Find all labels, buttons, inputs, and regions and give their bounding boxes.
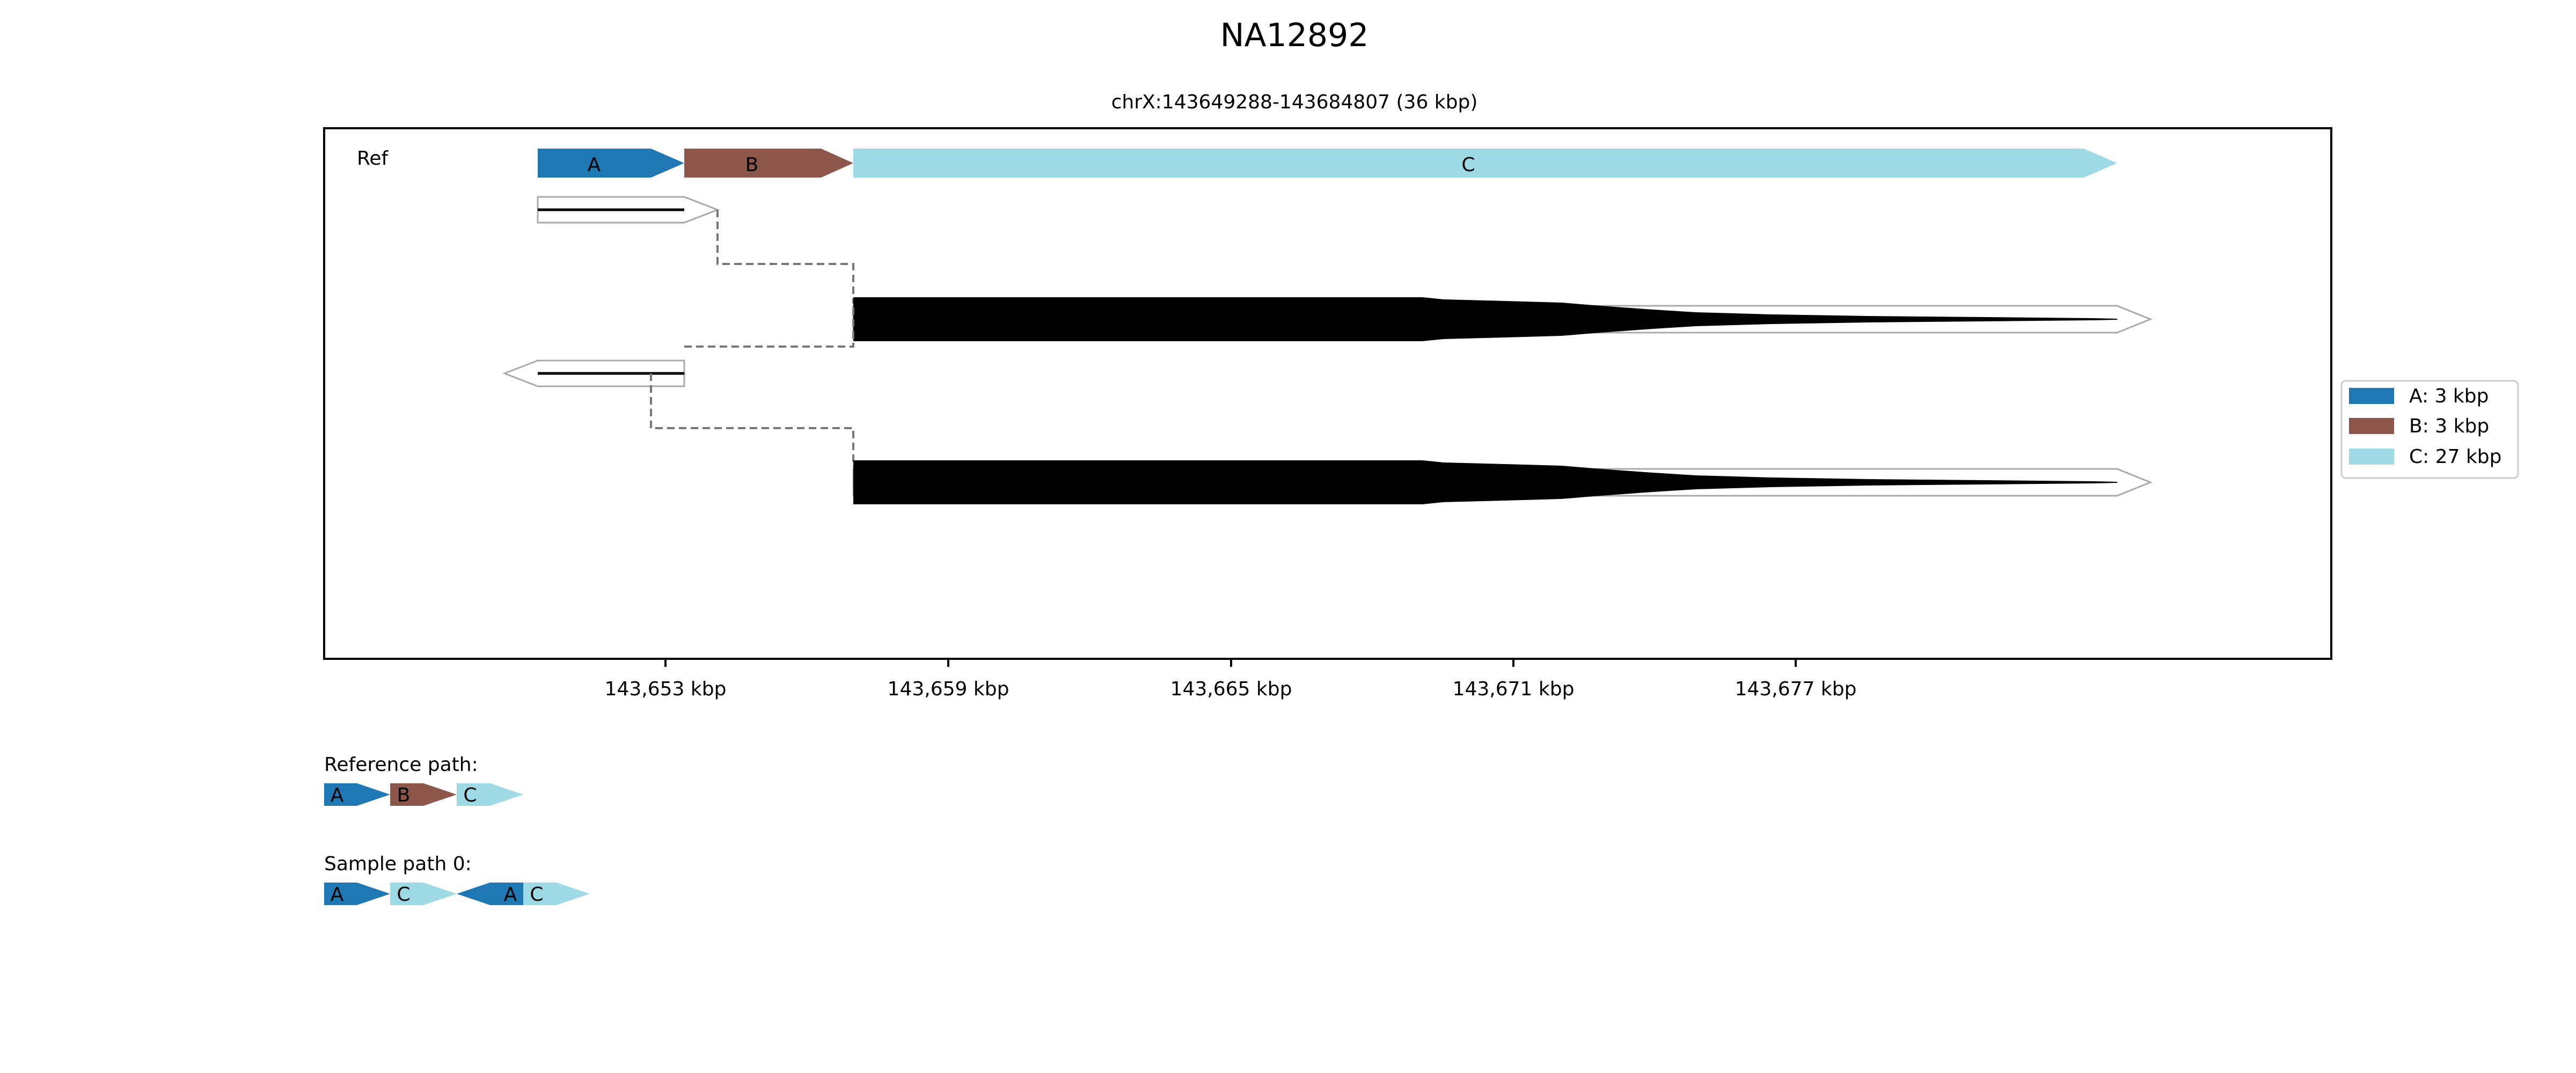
ref-path-segment-a <box>324 783 390 806</box>
reference-track: A B C <box>538 149 2117 178</box>
x-tick-label: 143,665 kbp <box>1170 678 1292 700</box>
legend-label-b: B: 3 kbp <box>2409 415 2489 437</box>
legend-swatch-a <box>2349 388 2394 404</box>
jump-connector-3 <box>650 373 854 467</box>
sample-path-label-c-2: C <box>530 884 543 906</box>
reference-path: Reference path: A B C <box>324 754 523 806</box>
plot-frame <box>323 127 2332 660</box>
ref-segment-a-label: A <box>588 154 601 176</box>
ref-segment-b <box>684 149 853 178</box>
figure-title: NA12892 <box>1220 17 1369 54</box>
ref-path-label-b: B <box>397 784 411 806</box>
sample-path-label-a-reverse: A <box>504 884 517 906</box>
jump-connector-2 <box>684 306 854 348</box>
legend-label-a: A: 3 kbp <box>2409 385 2489 407</box>
jump-connector-1 <box>716 210 854 304</box>
sample-path-segment-a-reverse <box>457 883 523 905</box>
alignment-track-2 <box>502 306 2153 504</box>
x-tick-label: 143,659 kbp <box>888 678 1009 700</box>
figure-subtitle: chrX:143649288-143684807 (36 kbp) <box>1111 91 1478 113</box>
ref-path-segment-b <box>390 783 457 806</box>
legend: A: 3 kbp B: 3 kbp C: 27 kbp <box>2340 380 2519 479</box>
reference-path-label: Reference path: <box>324 754 478 776</box>
coverage-c-2 <box>853 460 2117 504</box>
x-tick-label: 143,671 kbp <box>1453 678 1575 700</box>
x-tick-label: 143,677 kbp <box>1735 678 1857 700</box>
ref-path-label-c: C <box>463 784 477 806</box>
ref-segment-a <box>538 149 684 178</box>
ref-track-label: Ref <box>357 148 389 170</box>
coverage-c-1 <box>853 297 2117 341</box>
sample-path-segment-c <box>390 883 457 905</box>
x-tick-label: 143,653 kbp <box>605 678 727 700</box>
ref-path-label-a: A <box>331 784 344 806</box>
legend-label-c: C: 27 kbp <box>2409 446 2502 468</box>
x-axis: 143,653 kbp 143,659 kbp 143,665 kbp 143,… <box>605 659 1857 700</box>
alignment-track-1 <box>537 196 2153 341</box>
ref-segment-c <box>853 149 2117 178</box>
legend-swatch-c <box>2349 449 2394 465</box>
ref-segment-c-label: C <box>1461 154 1475 176</box>
legend-swatch-b <box>2349 418 2394 434</box>
sample-path-label: Sample path 0: <box>324 853 472 875</box>
sample-path-segment-c-2 <box>523 883 590 905</box>
sample-path-label-c: C <box>397 884 410 906</box>
ref-segment-b-label: B <box>745 154 759 176</box>
ref-path-segment-c <box>457 783 523 806</box>
sample-path-segment-a <box>324 883 390 905</box>
sample-path: Sample path 0: A C A C <box>324 853 590 906</box>
sample-path-label-a: A <box>331 884 344 906</box>
